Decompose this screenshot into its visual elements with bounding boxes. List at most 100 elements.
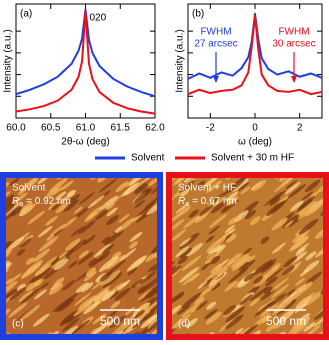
afm-texture [172, 178, 177, 190]
afm-texture [314, 306, 323, 320]
afm-texture [99, 271, 112, 282]
afm-texture [297, 291, 316, 307]
afm-texture [206, 180, 223, 194]
afm-texture [177, 256, 188, 265]
afm-texture [121, 279, 131, 287]
y-axis-label: Intensity (a.u.) [175, 29, 186, 92]
afm-texture [110, 321, 131, 334]
data-line [15, 10, 156, 115]
afm-texture [48, 283, 64, 295]
afm-texture [265, 324, 275, 332]
afm-texture [127, 267, 138, 276]
afm-texture [190, 305, 201, 314]
afm-texture [37, 178, 51, 185]
afm-texture [10, 206, 22, 217]
afm-texture [25, 257, 35, 265]
afm-texture [6, 240, 11, 248]
afm-texture [298, 218, 319, 235]
panel-label: (c) [12, 319, 24, 330]
afm-texture [132, 214, 142, 222]
afm-texture [53, 258, 69, 271]
afm-texture [239, 259, 256, 273]
afm-texture [238, 323, 259, 334]
afm-texture [261, 315, 271, 323]
afm-texture [172, 218, 185, 230]
afm-texture [232, 178, 249, 192]
afm-texture [85, 267, 96, 277]
afm-texture [149, 317, 157, 330]
afm-texture [98, 256, 119, 272]
x-tick-label: 60.5 [41, 123, 61, 134]
afm-texture [18, 290, 34, 303]
afm-texture [286, 288, 296, 296]
afm-texture [314, 227, 323, 240]
afm-texture [6, 240, 15, 254]
afm-texture [308, 200, 323, 214]
afm-texture [46, 234, 55, 241]
roughness-value: = 0.67 nm [192, 196, 237, 207]
afm-texture [317, 181, 323, 193]
afm-texture [179, 247, 192, 259]
afm-texture [71, 319, 91, 334]
afm-texture [194, 296, 205, 305]
x-tick-label: 61.5 [111, 123, 131, 134]
afm-texture [303, 260, 320, 273]
afm-texture [37, 225, 53, 238]
afm-texture [109, 291, 120, 299]
afm-texture [213, 192, 227, 204]
arrow-head [213, 76, 219, 83]
afm-texture [295, 277, 306, 286]
afm-texture [247, 330, 261, 334]
afm-texture [91, 285, 111, 301]
afm-texture [175, 246, 190, 258]
afm-texture [172, 261, 175, 271]
annotation: FWHM [278, 27, 309, 38]
afm-texture [172, 265, 182, 277]
afm-texture [183, 178, 194, 183]
afm-texture [73, 292, 92, 307]
afm-texture [199, 282, 218, 298]
afm-texture [268, 293, 287, 308]
afm-texture [239, 294, 253, 306]
afm-texture [180, 189, 189, 197]
afm-texture [188, 209, 199, 218]
afm-texture [93, 289, 110, 302]
afm-texture [225, 178, 246, 194]
afm-texture [178, 266, 200, 283]
afm-image [172, 178, 323, 334]
afm-texture [60, 180, 74, 191]
afm-texture [205, 311, 222, 325]
afm-texture [53, 277, 65, 287]
afm-texture [75, 282, 89, 294]
afm-texture [137, 285, 147, 294]
annotation: FWHM [200, 27, 231, 38]
afm-texture [70, 225, 85, 237]
afm-texture [290, 251, 308, 265]
afm-texture [181, 272, 199, 286]
x-axis-label: ω (deg) [238, 137, 272, 148]
afm-texture [206, 301, 216, 310]
afm-texture [82, 234, 96, 246]
afm-texture [147, 313, 157, 323]
afm-texture [102, 272, 123, 288]
afm-texture [263, 286, 273, 294]
afm-texture [144, 283, 157, 299]
legend-label: Solvent + 30 m HF [211, 153, 294, 164]
afm-texture [271, 262, 281, 271]
afm-texture [274, 245, 283, 253]
x-tick-label: 0 [252, 123, 258, 134]
afm-texture [9, 287, 26, 301]
afm-texture [152, 262, 157, 272]
afm-texture [271, 284, 289, 299]
afm-texture [28, 272, 43, 284]
afm-texture [78, 192, 95, 205]
afm-texture [149, 300, 157, 313]
afm-texture [305, 324, 321, 334]
afm-texture [206, 236, 227, 253]
afm-texture [88, 258, 98, 267]
afm-texture [87, 194, 105, 209]
afm-texture [78, 250, 89, 259]
afm-texture [50, 202, 61, 211]
afm-texture [62, 317, 80, 332]
afm-texture [210, 263, 224, 274]
